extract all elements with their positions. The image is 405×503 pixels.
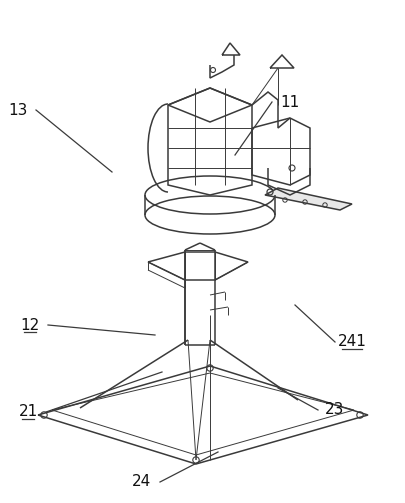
Text: 21: 21 bbox=[18, 404, 38, 420]
Text: 12: 12 bbox=[20, 317, 40, 332]
Text: 241: 241 bbox=[337, 334, 366, 350]
Polygon shape bbox=[264, 188, 351, 210]
Text: 24: 24 bbox=[132, 474, 151, 489]
Text: 23: 23 bbox=[324, 402, 344, 417]
Text: 11: 11 bbox=[280, 95, 299, 110]
Text: 13: 13 bbox=[8, 103, 28, 118]
